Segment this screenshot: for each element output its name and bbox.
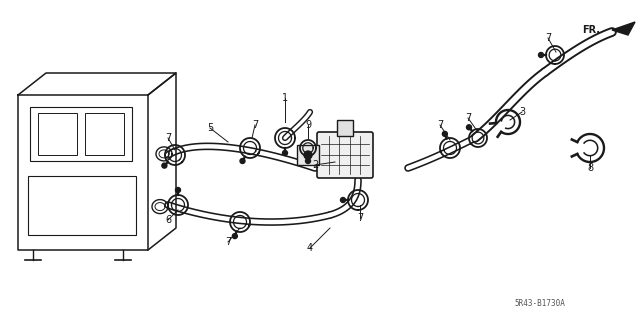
- Text: 9: 9: [305, 120, 311, 130]
- Text: 7: 7: [225, 237, 231, 247]
- Text: FR.: FR.: [582, 25, 600, 35]
- Text: 7: 7: [465, 113, 471, 123]
- Text: 5R43-B1730A: 5R43-B1730A: [515, 300, 565, 308]
- Circle shape: [240, 159, 245, 164]
- Bar: [337, 120, 353, 136]
- Text: 7: 7: [357, 213, 363, 223]
- Text: 7: 7: [545, 33, 551, 43]
- Polygon shape: [612, 22, 635, 35]
- Circle shape: [442, 131, 447, 137]
- Circle shape: [175, 188, 180, 192]
- Text: 1: 1: [282, 93, 288, 103]
- Text: 3: 3: [519, 107, 525, 117]
- Circle shape: [232, 234, 237, 239]
- Text: 6: 6: [165, 215, 171, 225]
- Circle shape: [538, 53, 543, 57]
- Text: 7: 7: [252, 120, 258, 130]
- Circle shape: [282, 151, 287, 155]
- Text: 7: 7: [437, 120, 443, 130]
- Bar: [85, 113, 124, 155]
- Circle shape: [467, 125, 472, 130]
- Text: 4: 4: [307, 243, 313, 253]
- Circle shape: [304, 151, 312, 159]
- Text: 2: 2: [312, 160, 318, 170]
- Circle shape: [162, 163, 167, 168]
- Text: 7: 7: [165, 133, 171, 143]
- Bar: [30, 107, 132, 161]
- Bar: [38, 113, 77, 155]
- Circle shape: [305, 159, 310, 164]
- Bar: [297, 145, 319, 165]
- Text: 5: 5: [207, 123, 213, 133]
- FancyBboxPatch shape: [317, 132, 373, 178]
- Circle shape: [340, 197, 346, 203]
- Text: 8: 8: [587, 163, 593, 173]
- Bar: [28, 175, 136, 234]
